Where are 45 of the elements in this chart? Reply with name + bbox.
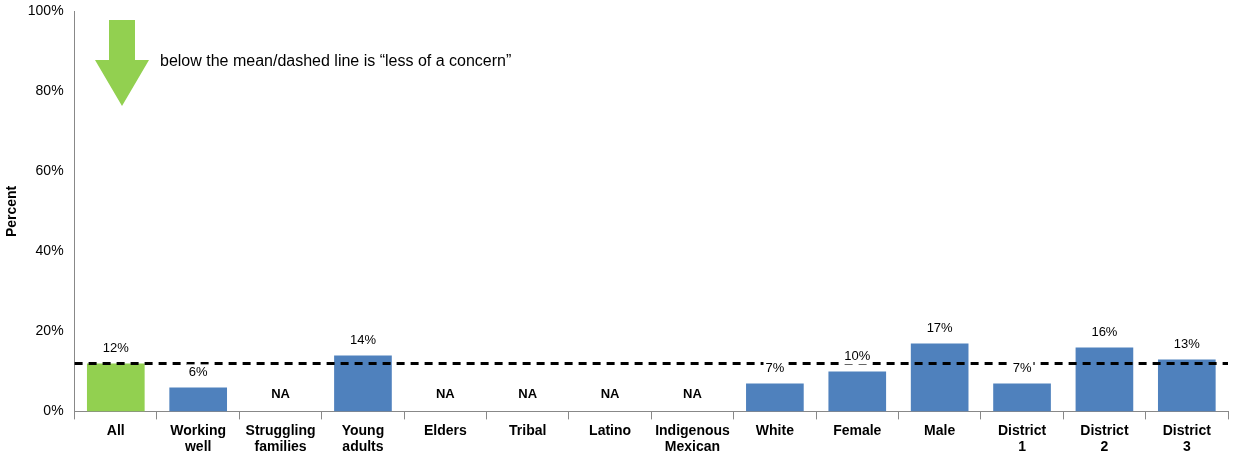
text: NA <box>435 386 455 402</box>
x-tick-label: Male <box>924 421 956 438</box>
x-tick-label: Indigenous Mexican <box>655 421 731 455</box>
x-tick-label: Young adults <box>341 421 385 455</box>
y-axis-title: Percent <box>3 185 20 238</box>
y-tick-label: 40% <box>35 242 64 259</box>
bar <box>828 371 887 412</box>
y-tick-label: 80% <box>35 82 64 99</box>
x-tick-label: Female <box>833 421 882 438</box>
x-tick-label: White <box>755 421 795 438</box>
y-tick-label: 20% <box>35 322 64 339</box>
data-label: 10% <box>844 348 871 364</box>
text: NA <box>271 386 290 402</box>
x-tick-label: Latino <box>589 421 632 438</box>
text: NA <box>518 386 538 402</box>
data-label: 14% <box>349 332 377 348</box>
y-tick-label: 60% <box>35 162 64 179</box>
data-label: 7% <box>765 360 785 376</box>
x-tick-label: District 2 <box>1080 421 1129 455</box>
data-label: 17% <box>926 320 954 336</box>
data-label: 16% <box>1091 324 1118 340</box>
data-label: 12% <box>102 340 130 356</box>
x-tick-label: Tribal <box>509 421 547 438</box>
text: NA <box>683 386 702 402</box>
bar <box>86 363 145 412</box>
x-tick-label: Elders <box>423 421 467 438</box>
text: NA <box>600 386 620 402</box>
x-tick-label: District 3 <box>1162 421 1212 455</box>
x-tick-label: Working well <box>170 421 227 455</box>
bar <box>993 383 1051 412</box>
x-tick-label: Struggling families <box>245 421 316 455</box>
bar <box>1157 359 1216 412</box>
bar <box>334 355 392 412</box>
bar <box>910 343 969 412</box>
data-label: 7% <box>1012 360 1032 376</box>
bar <box>169 387 228 412</box>
data-label: 6% <box>188 364 209 380</box>
x-tick-label: All <box>106 421 125 438</box>
bar <box>1075 347 1134 412</box>
bar <box>746 383 804 412</box>
y-tick-label: 0% <box>43 402 64 419</box>
x-tick-label: District 1 <box>997 421 1047 455</box>
y-tick-label: 100% <box>27 2 64 19</box>
annotation: below the mean/dashed line is “less of a concern” <box>160 51 513 71</box>
data-label: 13% <box>1173 336 1201 352</box>
